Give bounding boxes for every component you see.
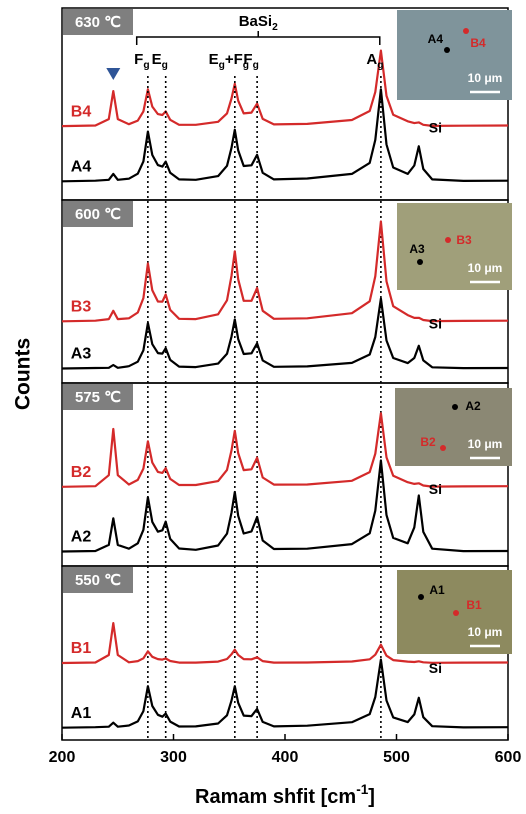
series-label: A1: [71, 705, 92, 722]
label-part: 2: [272, 22, 278, 33]
series-label: B2: [71, 464, 92, 481]
label-part: g: [253, 60, 259, 71]
label-part: F: [134, 51, 143, 68]
group-bracket: [137, 31, 380, 45]
inset-point-label: A3: [409, 242, 425, 256]
label-part: BaSi: [239, 13, 272, 30]
x-tick-label: 500: [383, 749, 410, 766]
label-part: -1: [356, 782, 369, 797]
peak-label: Si: [429, 316, 442, 332]
peak-marker: [106, 68, 120, 80]
y-axis-label: Counts: [12, 338, 35, 410]
label-part: g: [162, 60, 168, 71]
inset-point: [444, 47, 450, 53]
x-tick-label: 300: [160, 749, 187, 766]
label-part: E: [209, 51, 219, 68]
scale-label: 10 μm: [468, 625, 503, 639]
x-tick-label: 600: [495, 749, 522, 766]
inset-image: [397, 10, 512, 100]
reference-label: Fg: [134, 51, 149, 71]
series-label: B1: [71, 640, 92, 657]
label-part: Ramam shfit [cm: [195, 786, 356, 808]
scale-label: 10 μm: [468, 71, 503, 85]
inset-point: [417, 259, 423, 265]
inset-point-label: B2: [420, 435, 436, 449]
panel-title: 600 ℃: [75, 206, 121, 223]
x-axis-label: Ramam shfit [cm-1]: [195, 782, 375, 808]
label-part: E: [152, 51, 162, 68]
peak-label: Si: [429, 481, 442, 497]
inset-point-label: B1: [466, 598, 482, 612]
reference-label: Eg: [152, 51, 168, 71]
x-tick-label: 200: [49, 749, 76, 766]
inset-point: [463, 28, 469, 34]
label-part: A: [366, 51, 377, 68]
label-part: F: [243, 51, 252, 68]
scale-label: 10 μm: [468, 437, 503, 451]
panel-title: 630 ℃: [75, 14, 121, 31]
inset-point: [418, 594, 424, 600]
inset-point: [453, 610, 459, 616]
label-part: ]: [368, 786, 375, 808]
inset-image: [395, 388, 512, 466]
inset-point: [445, 237, 451, 243]
series-label: B3: [71, 298, 92, 315]
scale-label: 10 μm: [468, 261, 503, 275]
x-tick-label: 400: [272, 749, 299, 766]
label-part: +F: [225, 51, 243, 68]
inset-point-label: A4: [428, 32, 444, 46]
panel-title: 550 ℃: [75, 572, 121, 589]
inset-point: [440, 445, 446, 451]
spectrum-line: [62, 299, 508, 369]
peak-label: Si: [429, 120, 442, 136]
series-label: A3: [71, 346, 92, 363]
series-label: B4: [71, 103, 92, 120]
label-part: g: [143, 60, 149, 71]
group-label: BaSi2: [239, 13, 278, 33]
inset-point-label: B3: [456, 233, 472, 247]
inset-point-label: B4: [470, 36, 486, 50]
spectrum-line: [62, 461, 508, 552]
panel-title: 575 ℃: [75, 389, 121, 406]
series-label: A4: [71, 158, 92, 175]
chart: B4A4630 ℃SiA4B410 μmFgEgEg+FgFgAgBaSi2B3…: [0, 0, 526, 814]
inset-point: [452, 404, 458, 410]
series-label: A2: [71, 529, 92, 546]
inset-point-label: A2: [465, 399, 481, 413]
inset-point-label: A1: [429, 583, 445, 597]
peak-label: Si: [429, 660, 442, 676]
label-part: g: [377, 60, 383, 71]
